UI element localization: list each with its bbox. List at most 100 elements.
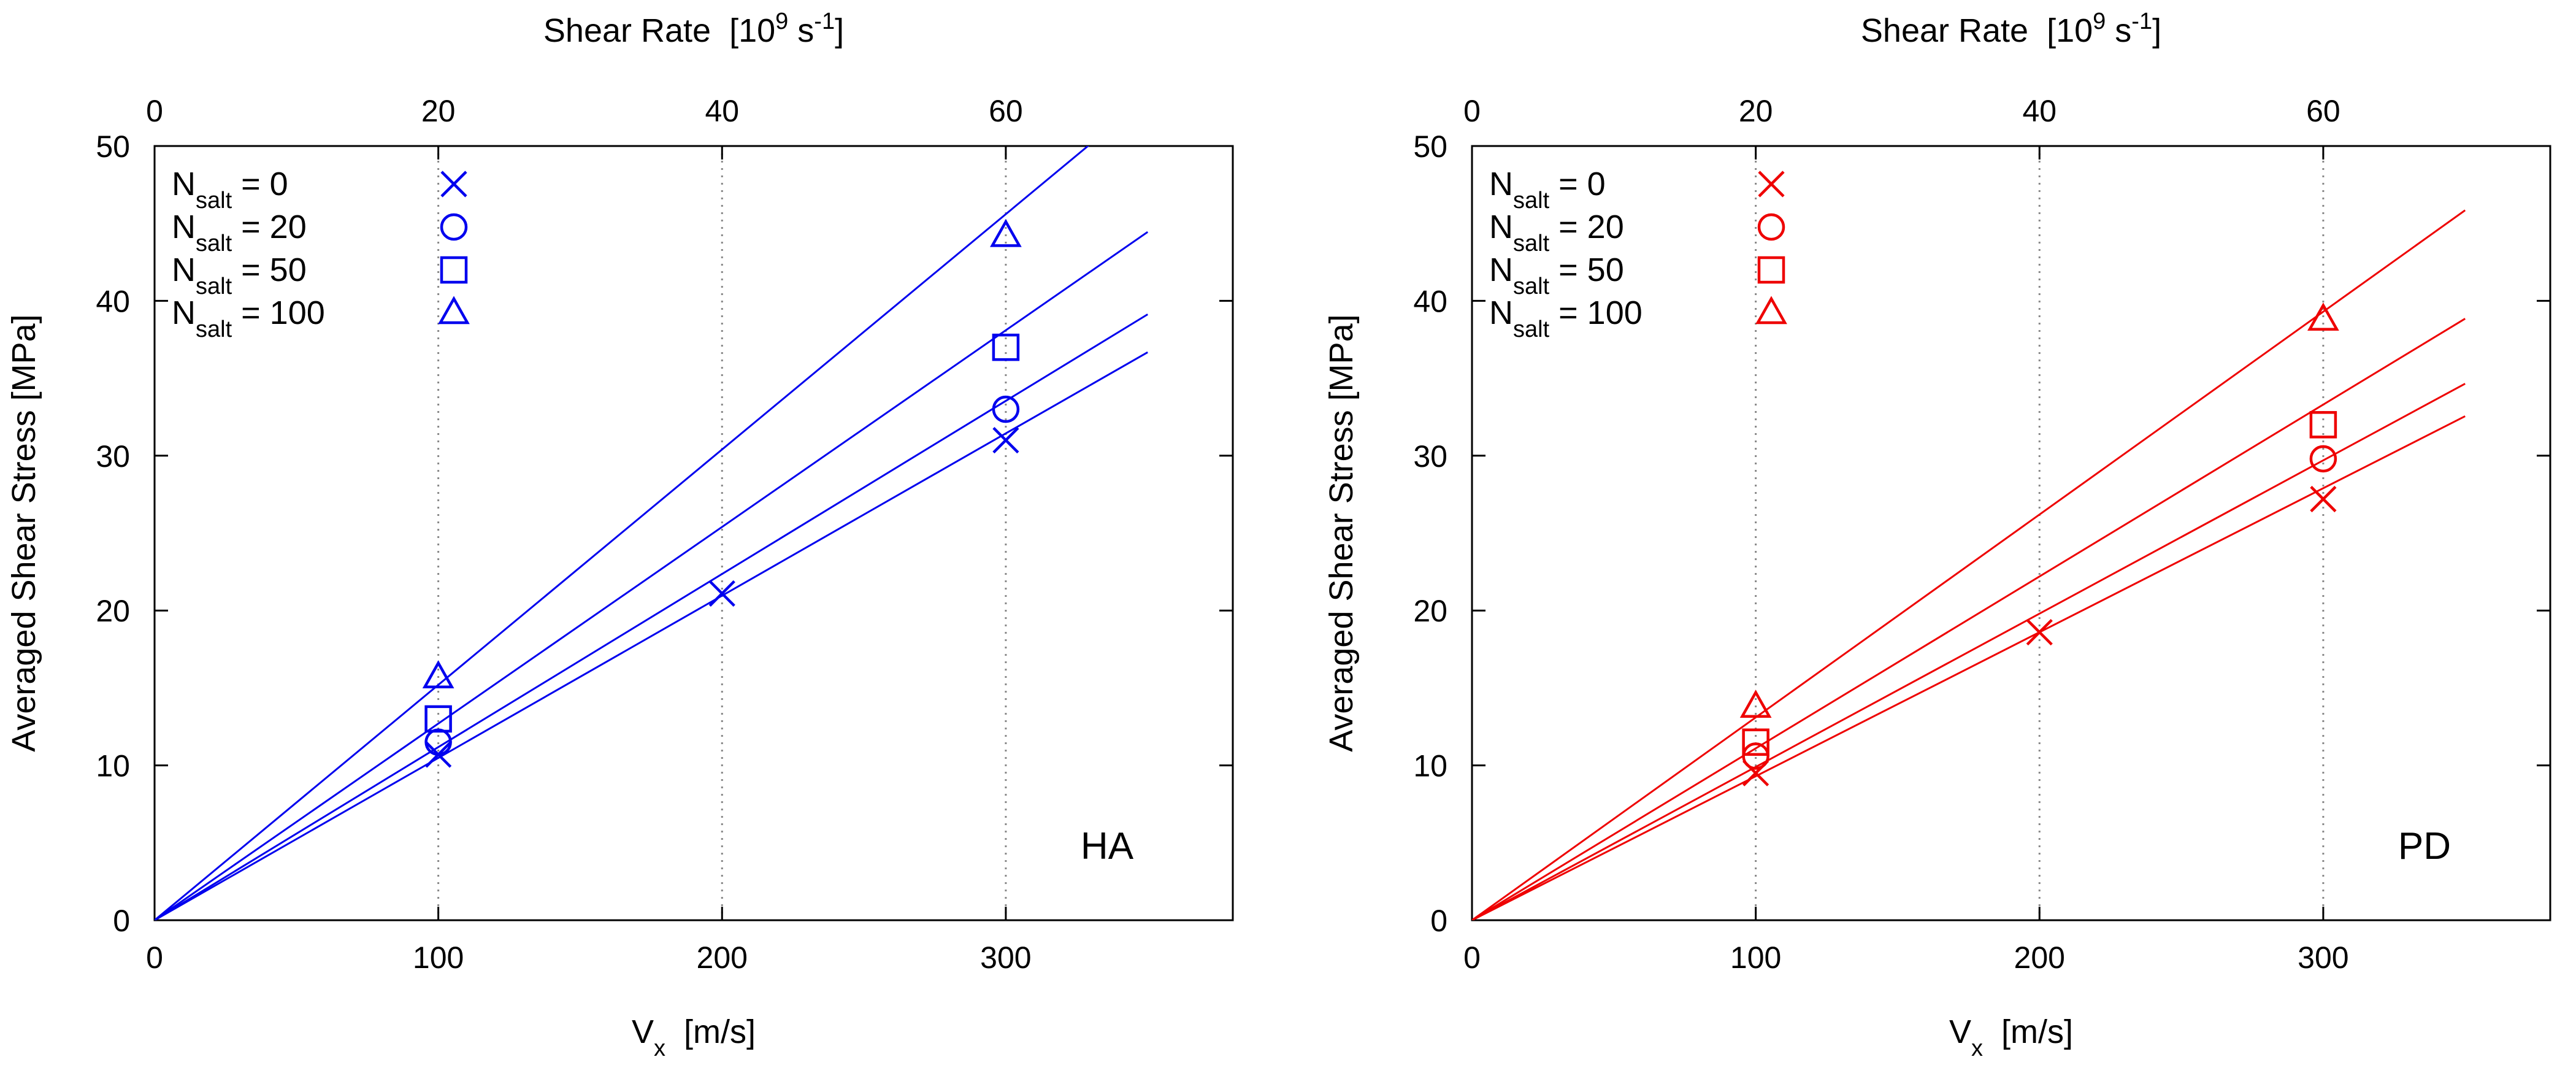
x-axis-title: Vx [m/s] <box>632 1013 756 1061</box>
panel-label: HA <box>1081 825 1134 867</box>
top-tick-label: 0 <box>146 94 163 128</box>
x-tick-label: 300 <box>980 940 1031 975</box>
fit-line <box>155 313 1148 920</box>
legend-label: Nsalt = 0 <box>172 166 288 213</box>
y-tick-label: 10 <box>1413 749 1447 783</box>
legend-label-sub: salt <box>1513 188 1550 213</box>
legend-label-main: N <box>172 252 196 288</box>
x-axis-title-main: V <box>632 1013 654 1050</box>
panel-label: PD <box>2398 825 2451 867</box>
top-axis-title: Shear Rate [109 s-1] <box>543 9 844 49</box>
data-point <box>2310 485 2337 513</box>
chart-panel-ha: 0 100 200 300 0 20 40 60 0 10 20 30 40 50 Vx [m/s] Shea… <box>6 9 1234 1061</box>
data-point <box>992 395 1020 423</box>
series-square <box>1742 411 2337 756</box>
top-tick-label: 40 <box>705 94 739 128</box>
top-tick-label: 60 <box>989 94 1023 128</box>
y-tick-label: 50 <box>1413 129 1447 164</box>
legend-label-sub: salt <box>1513 274 1550 299</box>
top-tick-label: 0 <box>1463 94 1481 128</box>
legend-label-sub: salt <box>1513 317 1550 342</box>
legend-marker <box>440 171 467 198</box>
top-tick-label: 40 <box>2022 94 2057 128</box>
y-tick-label: 10 <box>96 749 130 783</box>
legend-label: Nsalt = 50 <box>1489 252 1624 299</box>
legend-label-main: N <box>172 209 196 245</box>
x-axis-title-unit: [m/s] <box>665 1013 756 1050</box>
legend-label: Nsalt = 0 <box>1489 166 1606 213</box>
data-point <box>2309 411 2337 439</box>
top-axis-unit-mid: s <box>2106 12 2131 49</box>
legend-label-rest: = 20 <box>232 209 307 245</box>
top-tick-label: 20 <box>421 94 456 128</box>
series-triangle <box>422 218 1022 688</box>
top-tick-label: 60 <box>2306 94 2340 128</box>
x-axis-title-main: V <box>1949 1013 1971 1050</box>
legend-marker <box>1758 171 1785 198</box>
x-tick-label: 200 <box>2014 940 2065 975</box>
legend-label-main: N <box>1489 166 1513 202</box>
legend-label-sub: salt <box>196 317 232 342</box>
top-axis-unit-exp2: -1 <box>814 9 835 34</box>
fit-line <box>1472 318 2466 920</box>
x-axis-title-sub: x <box>654 1036 665 1061</box>
series-x <box>1742 485 2337 786</box>
fit-line <box>155 231 1149 920</box>
legend-label-rest: = 20 <box>1549 209 1624 245</box>
series-square <box>424 333 1020 733</box>
top-axis-unit-exp2: -1 <box>2131 9 2152 34</box>
y-tick-label: 20 <box>1413 594 1447 628</box>
data-point <box>2307 302 2339 331</box>
fit-line <box>1472 415 2466 920</box>
top-axis-unit-close: ] <box>835 12 844 49</box>
fit-line <box>155 146 1090 920</box>
plot-frame <box>1471 145 2551 921</box>
series-circle <box>1742 445 2337 770</box>
legend-label-sub: salt <box>196 274 232 299</box>
legend-marker <box>1757 213 1785 241</box>
data-point <box>422 660 454 688</box>
top-axis-title: Shear Rate [109 s-1] <box>1861 9 2161 49</box>
x-axis-title-unit: [m/s] <box>1983 1013 2073 1050</box>
fit-line <box>1472 383 2466 920</box>
x-tick-label: 200 <box>697 940 748 975</box>
data-point <box>992 333 1020 361</box>
legend-label-sub: salt <box>196 188 232 213</box>
x-tick-label: 300 <box>2298 940 2348 975</box>
data-point <box>992 426 1019 454</box>
top-axis-unit-mid: s <box>788 12 814 49</box>
top-axis-title-main: Shear Rate <box>1861 12 2047 49</box>
data-point <box>708 580 735 607</box>
y-tick-label: 40 <box>1413 284 1447 318</box>
x-axis-title-sub: x <box>1971 1036 1983 1061</box>
top-tick-label: 20 <box>1739 94 1773 128</box>
top-axis-unit-open: [10 <box>729 12 775 49</box>
legend-label-rest: = 100 <box>232 294 325 331</box>
data-point <box>2309 445 2337 473</box>
top-axis-unit-exp: 9 <box>775 9 788 34</box>
legend-label-rest: = 0 <box>1549 166 1606 202</box>
legend-label-rest: = 100 <box>1549 294 1643 331</box>
legend-label: Nsalt = 100 <box>172 294 325 342</box>
plot-frame <box>153 145 1234 921</box>
y-tick-label: 0 <box>113 904 130 938</box>
y-axis-title: Averaged Shear Stress [MPa] <box>1323 314 1360 752</box>
y-tick-label: 30 <box>96 439 130 474</box>
x-axis-title: Vx [m/s] <box>1949 1013 2073 1061</box>
x-tick-label: 100 <box>1730 940 1781 975</box>
legend-label-main: N <box>1489 294 1513 331</box>
legend-label-rest: = 50 <box>232 252 307 288</box>
fit-lines <box>1472 209 2466 920</box>
y-tick-label: 0 <box>1430 904 1447 938</box>
legend-marker <box>440 256 468 284</box>
fit-lines <box>155 146 1149 920</box>
fit-line <box>1472 209 2466 920</box>
legend-label-sub: salt <box>1513 231 1550 256</box>
legend-marker <box>438 296 470 325</box>
data-point <box>990 218 1022 247</box>
legend-marker <box>1757 256 1785 284</box>
y-tick-label: 40 <box>96 284 130 318</box>
